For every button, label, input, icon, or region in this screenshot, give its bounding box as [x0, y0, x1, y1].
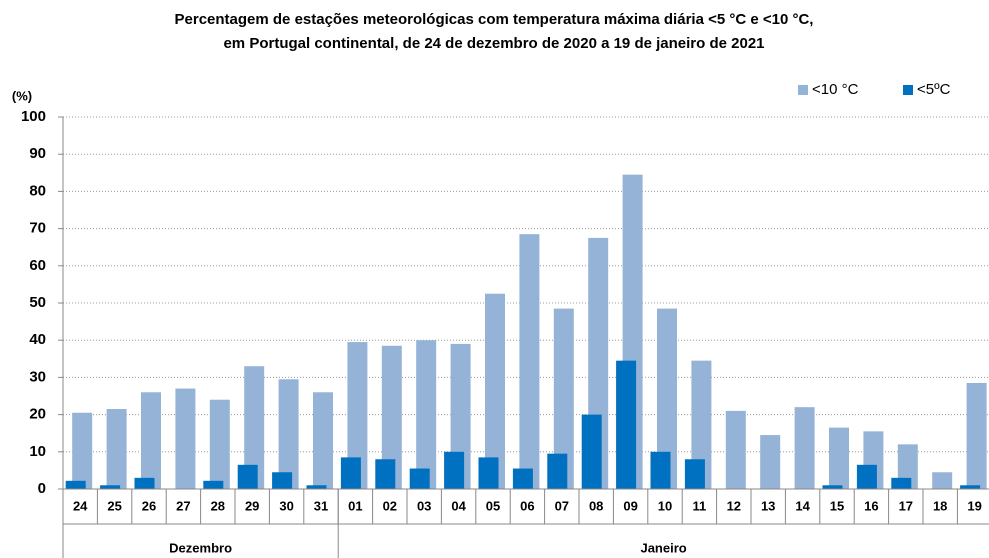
bar — [960, 485, 980, 489]
bar — [410, 469, 430, 489]
x-tick-label: 02 — [383, 498, 397, 513]
x-tick-label: 14 — [795, 498, 810, 513]
x-tick-label: 26 — [142, 498, 156, 513]
bar — [238, 465, 258, 489]
bar — [66, 481, 86, 489]
y-tick-label: 70 — [29, 220, 46, 237]
bar — [823, 485, 843, 489]
y-tick-label: 0 — [38, 480, 46, 497]
bar — [760, 435, 780, 489]
bar — [651, 452, 671, 489]
bar — [547, 454, 567, 489]
x-tick-label: 12 — [727, 498, 741, 513]
x-tick-label: 03 — [417, 498, 431, 513]
y-axis-label: (%) — [12, 88, 32, 103]
y-tick-label: 30 — [29, 368, 46, 385]
bar — [375, 459, 395, 489]
bar — [932, 472, 952, 489]
bar — [210, 400, 230, 489]
legend-label: <10 °C — [812, 81, 859, 98]
x-tick-label: 05 — [486, 498, 500, 513]
legend-swatch — [798, 85, 808, 95]
bar — [175, 389, 195, 489]
x-tick-label: 06 — [520, 498, 534, 513]
x-tick-label: 04 — [451, 498, 466, 513]
y-tick-label: 90 — [29, 145, 46, 162]
bar — [341, 457, 361, 489]
bar — [479, 457, 499, 489]
bar — [135, 478, 155, 489]
bar — [203, 481, 223, 489]
bar — [616, 361, 636, 489]
y-tick-label: 10 — [29, 443, 46, 460]
x-group-label: Dezembro — [169, 540, 232, 555]
chart-title: em Portugal continental, de 24 de dezemb… — [223, 35, 764, 52]
x-tick-label: 17 — [899, 498, 913, 513]
legend-label: <5ºC — [917, 81, 951, 98]
bar — [100, 485, 120, 489]
x-tick-label: 30 — [279, 498, 293, 513]
bar — [726, 411, 746, 489]
x-tick-label: 28 — [211, 498, 225, 513]
bar — [685, 459, 705, 489]
bar — [891, 478, 911, 489]
x-tick-label: 29 — [245, 498, 259, 513]
bar — [513, 469, 533, 489]
x-tick-label: 18 — [933, 498, 947, 513]
x-tick-label: 16 — [864, 498, 878, 513]
y-tick-label: 20 — [29, 406, 46, 423]
y-tick-label: 80 — [29, 182, 46, 199]
x-tick-label: 13 — [761, 498, 775, 513]
y-tick-label: 40 — [29, 331, 46, 348]
bar — [967, 383, 987, 489]
x-tick-label: 24 — [73, 498, 88, 513]
legend-swatch — [903, 85, 913, 95]
x-tick-label: 25 — [107, 498, 121, 513]
y-tick-label: 100 — [21, 108, 46, 125]
bar — [72, 413, 92, 489]
x-group-label: Janeiro — [640, 540, 686, 555]
x-tick-label: 11 — [693, 498, 707, 513]
bar — [416, 340, 436, 489]
x-tick-label: 10 — [658, 498, 672, 513]
chart-title: Percentagem de estações meteorológicas c… — [175, 11, 814, 28]
x-tick-label: 01 — [348, 498, 362, 513]
x-tick-label: 15 — [830, 498, 844, 513]
x-tick-label: 09 — [623, 498, 637, 513]
x-tick-label: 08 — [589, 498, 603, 513]
x-tick-label: 07 — [555, 498, 569, 513]
y-tick-label: 60 — [29, 257, 46, 274]
bar — [519, 234, 539, 489]
x-tick-label: 27 — [176, 498, 190, 513]
bar — [829, 428, 849, 489]
x-tick-label: 31 — [314, 498, 328, 513]
bar — [272, 472, 292, 489]
x-tick-label: 19 — [967, 498, 981, 513]
bar — [795, 407, 815, 489]
bar — [141, 392, 161, 489]
bar — [857, 465, 877, 489]
bar — [307, 485, 327, 489]
bar — [107, 409, 127, 489]
bar — [582, 415, 602, 489]
y-tick-label: 50 — [29, 294, 46, 311]
bar — [313, 392, 333, 489]
bar — [444, 452, 464, 489]
